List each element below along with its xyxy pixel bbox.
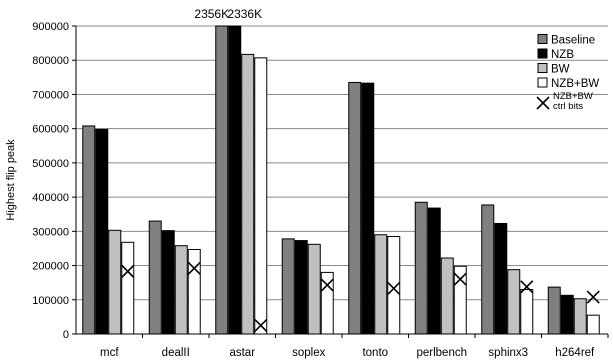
x-tick-label: astar (229, 347, 255, 359)
ctrl-bits-marker-perlbench (453, 272, 467, 286)
bar-bw-h264ref (573, 298, 587, 335)
bar-nzb-mcf (95, 128, 109, 335)
x-tick-label: mcf (100, 347, 119, 359)
bar-nzb-bw-mcf (121, 241, 135, 335)
legend-swatch (537, 48, 548, 59)
bar-bw-perlbench (440, 257, 454, 335)
y-tick-label: 600000 (32, 124, 69, 136)
bar-bw-mcf (108, 229, 122, 335)
bar-nzb-perlbench (427, 207, 441, 335)
bar-nzb-bw-perlbench (453, 265, 467, 335)
ctrl-bit-markers (121, 261, 600, 333)
y-tick-label: 300000 (32, 226, 69, 238)
bar-baseline-h264ref (547, 286, 561, 335)
ctrl-bits-marker-astar (254, 318, 268, 333)
y-tick-label: 900000 (32, 21, 69, 33)
y-tick-label: 800000 (32, 55, 69, 67)
annotation-label: 2356K (194, 7, 229, 21)
bar-nzb-sphinx3 (494, 222, 508, 335)
ctrl-bits-marker-sphinx3 (520, 280, 534, 294)
bar-baseline-dealii (148, 220, 162, 335)
ctrl-bits-marker-soplex (320, 278, 334, 292)
x-tick-label: soplex (292, 347, 325, 359)
bars (82, 25, 600, 335)
ctrl-bits-marker-tonto (387, 281, 401, 296)
bar-nzb-astar (228, 25, 242, 335)
bar-nzb-bw-dealii (187, 248, 201, 335)
x-tick-label: sphinx3 (488, 347, 528, 359)
x-tick-label: tonto (362, 347, 388, 359)
legend-swatch (537, 34, 548, 44)
x-tick-label: dealII (162, 347, 190, 359)
bar-baseline-sphinx3 (481, 204, 495, 335)
legend-swatch (537, 63, 548, 73)
y-tick-label: 400000 (32, 192, 69, 204)
legend-label: NZB+BW (551, 78, 599, 90)
y-tick-label: 700000 (32, 89, 69, 101)
bar-nzb-bw-h264ref (586, 314, 600, 335)
x-tick-label: perlbench (416, 347, 467, 359)
bar-nzb-tonto (361, 82, 375, 335)
annotation-label: 2336K (227, 7, 262, 21)
bar-baseline-soplex (281, 238, 295, 335)
bar-baseline-perlbench (414, 201, 428, 335)
legend-label: NZB (551, 49, 574, 61)
bar-nzb-soplex (294, 240, 308, 335)
bar-bw-soplex (307, 243, 321, 335)
bar-bw-astar (241, 53, 255, 335)
ctrl-bits-marker-h264ref (586, 290, 600, 304)
bar-nzb-bw-astar (254, 57, 268, 335)
y-tick-label: 500000 (32, 158, 69, 170)
legend-swatch (537, 77, 548, 88)
y-tick-label: 100000 (32, 295, 69, 307)
ctrl-bits-marker-mcf (121, 264, 135, 278)
bar-nzb-dealii (161, 230, 175, 335)
legend-x-marker (536, 96, 550, 110)
bar-baseline-astar (215, 25, 229, 335)
bar-nzb-bw-sphinx3 (520, 289, 534, 335)
bar-bw-dealii (174, 245, 188, 335)
x-tick-label: h264ref (555, 347, 595, 359)
legend-label: Baseline (551, 35, 595, 47)
y-tick-label: 200000 (32, 261, 69, 273)
y-axis-label: Highest flip peak (5, 139, 17, 221)
bar-nzb-h264ref (560, 294, 574, 335)
bar-bw-tonto (374, 234, 388, 335)
y-tick-label: 0 (63, 329, 69, 341)
bar-baseline-tonto (348, 81, 362, 335)
ctrl-bits-marker-dealii (187, 261, 201, 275)
bar-bw-sphinx3 (507, 269, 521, 335)
legend-label: NZB+BW ctrl bits (553, 91, 593, 112)
axes: 0 100000 200000 300000 400000 500000 600000 700… (32, 21, 609, 359)
legend-label: BW (551, 64, 570, 76)
bar-baseline-mcf (82, 125, 96, 335)
